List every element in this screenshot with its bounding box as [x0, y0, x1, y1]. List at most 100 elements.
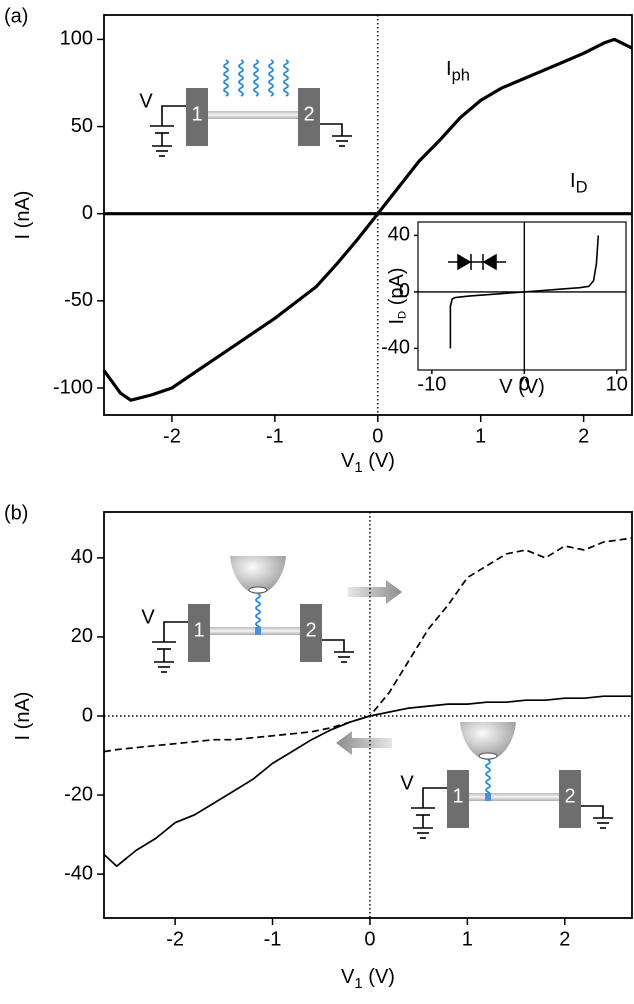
x-tick-label: -2 — [166, 928, 184, 950]
contact-pad — [559, 770, 581, 828]
diode-left — [457, 253, 472, 271]
probe-aperture — [478, 752, 498, 760]
label-sub: D — [576, 179, 588, 197]
label-sub: 1 — [354, 975, 362, 992]
label-base: V (V) — [499, 376, 545, 398]
light-wave — [283, 59, 289, 97]
label-base: I — [570, 170, 576, 192]
light-wave — [253, 59, 259, 97]
light-wave — [223, 59, 229, 97]
excitation-spot — [255, 627, 261, 635]
circuit-wire — [163, 621, 188, 642]
y-tick-label: 0 — [82, 704, 93, 726]
x-tick-label: -1 — [264, 928, 282, 950]
axis-label: I (nA) — [12, 692, 34, 741]
y-tick-label: 20 — [71, 625, 93, 647]
pad-label: 1 — [193, 619, 204, 641]
x-tick-label: 1 — [462, 928, 473, 950]
y-tick-label: -20 — [64, 783, 93, 805]
circuit-wire — [581, 805, 604, 818]
x-tick-label: 2 — [559, 928, 570, 950]
panel-label: (a) — [4, 5, 28, 27]
pad-label: 2 — [305, 619, 316, 641]
y-tick-label: -50 — [64, 289, 93, 311]
y-tick-label: 0 — [82, 202, 93, 224]
y-tick-label: 50 — [71, 115, 93, 137]
label-rest: (V) — [363, 966, 395, 988]
arrow-left — [336, 731, 392, 755]
circuit-wire — [322, 639, 345, 652]
plot-frame — [103, 511, 633, 919]
plot-frame — [417, 221, 627, 371]
arrow-right — [348, 580, 402, 604]
source-label: V — [139, 90, 153, 112]
x-tick-label: 0 — [364, 928, 375, 950]
axis-label: ID (pA) — [386, 267, 408, 324]
x-tick-label: 0 — [519, 374, 530, 396]
pad-label: 1 — [191, 103, 202, 125]
panel-label: (b) — [4, 502, 28, 524]
light-wave — [268, 59, 274, 97]
source-label: V — [141, 606, 155, 628]
nanowire — [208, 111, 298, 119]
data-line — [103, 537, 633, 753]
x-tick-label: 10 — [606, 374, 628, 396]
circuit-wire — [320, 123, 343, 136]
source-label: V — [400, 772, 414, 794]
contact-pad — [300, 604, 322, 662]
x-tick-label: -1 — [266, 425, 284, 447]
inset-background — [418, 222, 626, 370]
x-tick-label: 0 — [372, 425, 383, 447]
label-base: I (nA) — [12, 191, 34, 240]
circuit-wire — [422, 787, 447, 808]
label-base: V — [341, 966, 355, 988]
contact-pad — [186, 88, 208, 146]
y-tick-label: -40 — [64, 862, 93, 884]
light-wave — [238, 59, 244, 97]
contact-pad — [447, 770, 469, 828]
contact-pad — [188, 604, 210, 662]
axis-label: I (nA) — [12, 191, 34, 240]
nanowire — [469, 793, 559, 801]
label-rest: (pA) — [386, 267, 408, 310]
label-sub: ph — [452, 67, 470, 85]
contact-pad — [298, 88, 320, 146]
diode-symbol — [448, 253, 506, 271]
pad-label: 2 — [303, 103, 314, 125]
y-tick-label: -100 — [53, 376, 93, 398]
x-tick-label: -2 — [163, 425, 181, 447]
data-line — [102, 37, 633, 402]
probe-tip — [230, 556, 286, 594]
axis-label: V1 (V) — [341, 966, 395, 992]
label-base: V — [341, 450, 355, 472]
data-line — [449, 235, 600, 349]
axis-label: ID — [570, 170, 588, 197]
light-wave — [485, 759, 491, 797]
y-tick-label: 0 — [399, 280, 410, 302]
pad-label: 2 — [564, 785, 575, 807]
y-tick-label: -40 — [381, 337, 410, 359]
light-wave — [255, 593, 261, 631]
diode-right — [482, 253, 497, 271]
x-tick-label: 1 — [475, 425, 486, 447]
axis-label: Iph — [446, 58, 470, 85]
y-tick-label: 100 — [60, 28, 93, 50]
axis-label: V (V) — [499, 376, 545, 398]
y-tick-label: 40 — [388, 224, 410, 246]
label-base: I — [446, 58, 452, 80]
label-rest: (V) — [363, 450, 395, 472]
excitation-spot — [485, 793, 491, 801]
label-base: I (nA) — [12, 692, 34, 741]
label-sub: 1 — [354, 459, 362, 476]
x-tick-label: 2 — [578, 425, 589, 447]
y-tick-label: 40 — [71, 546, 93, 568]
x-tick-label: -10 — [417, 374, 446, 396]
circuit-wire — [161, 105, 186, 126]
probe-aperture — [248, 586, 268, 594]
data-line — [103, 695, 632, 868]
probe-tip — [460, 722, 516, 760]
pad-label: 1 — [452, 785, 463, 807]
axis-label: V1 (V) — [341, 450, 395, 476]
label-sub: D — [396, 311, 408, 319]
